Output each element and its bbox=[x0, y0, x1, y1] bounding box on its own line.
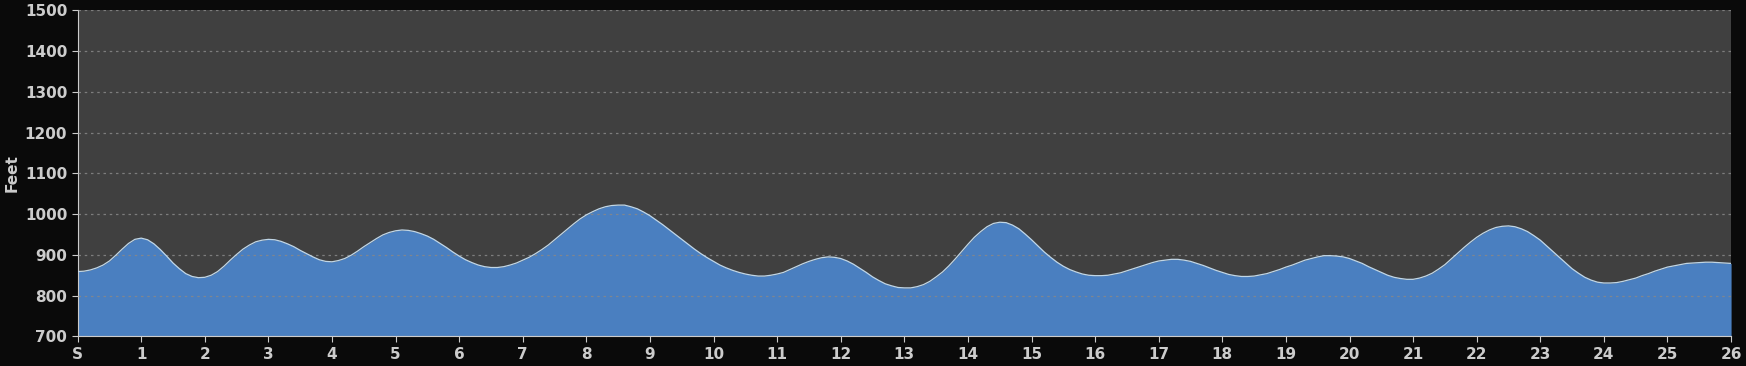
Y-axis label: Feet: Feet bbox=[3, 154, 19, 192]
